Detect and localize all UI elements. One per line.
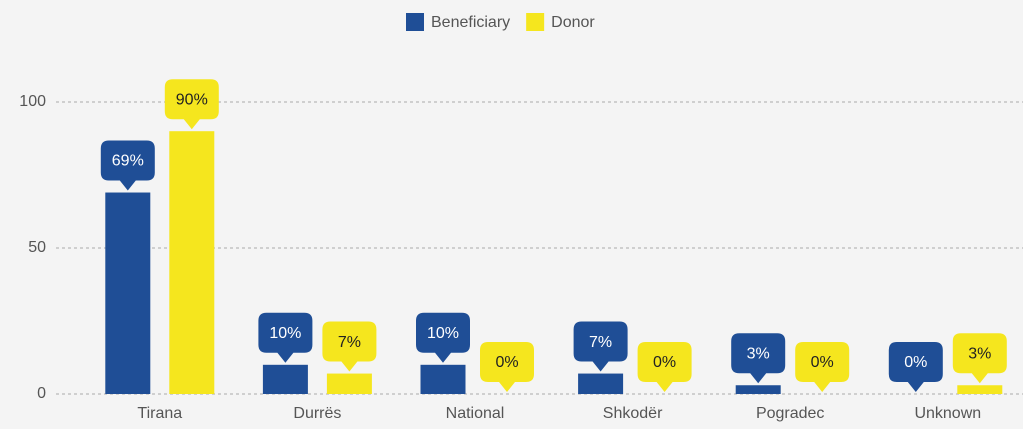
bar [420, 364, 466, 394]
y-tick-label: 50 [28, 239, 46, 256]
value-label: 0% [904, 354, 927, 371]
bar [262, 364, 308, 394]
legend-label: Beneficiary [431, 14, 510, 31]
x-tick-label: Durrës [293, 405, 341, 422]
callout [100, 140, 155, 191]
bar [169, 131, 215, 394]
callout [952, 333, 1007, 384]
legend-label: Donor [551, 14, 595, 31]
legend-swatch [526, 13, 545, 31]
callout [731, 333, 786, 384]
bar [326, 373, 372, 394]
value-label: 90% [176, 91, 208, 108]
bar [105, 192, 151, 394]
value-label: 3% [747, 345, 770, 362]
bar [578, 373, 624, 394]
x-tick-label: Pogradec [756, 405, 825, 422]
callout [637, 342, 692, 392]
x-tick-label: Unknown [914, 405, 981, 422]
value-label: 0% [811, 354, 834, 371]
x-tick-label: National [446, 405, 505, 422]
x-tick-label: Shkodër [603, 405, 663, 422]
value-label: 69% [112, 153, 144, 170]
x-tick-label: Tirana [137, 405, 182, 422]
callout [416, 312, 470, 363]
bar [957, 385, 1003, 394]
callout [322, 321, 377, 372]
y-tick-label: 100 [19, 93, 46, 110]
bar [735, 385, 781, 394]
value-label: 3% [968, 345, 991, 362]
callout [795, 342, 850, 392]
value-label: 10% [269, 325, 301, 342]
value-label: 0% [495, 354, 518, 371]
callout [164, 79, 219, 130]
callout [888, 342, 943, 392]
value-label: 10% [427, 325, 459, 342]
y-tick-label: 0 [37, 385, 46, 402]
callout [480, 342, 534, 392]
value-label: 7% [338, 334, 361, 351]
callout [573, 321, 628, 372]
legend-swatch [406, 13, 424, 31]
value-label: 7% [589, 334, 612, 351]
callout [258, 312, 313, 363]
value-label: 0% [653, 354, 676, 371]
